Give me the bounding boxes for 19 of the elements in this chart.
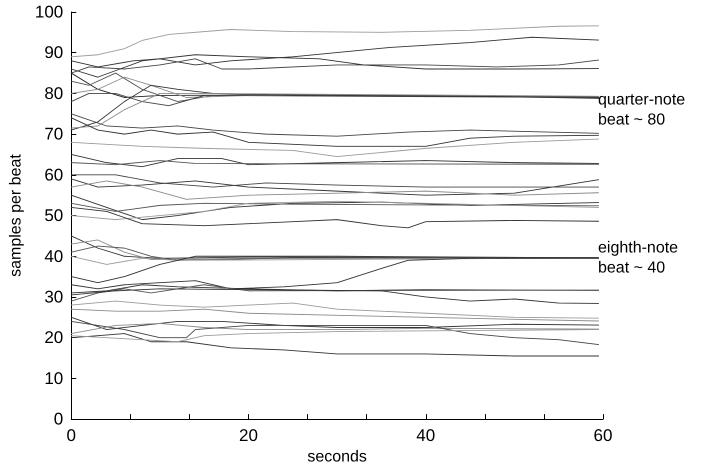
y-tick-label: 30	[44, 287, 64, 306]
y-tick-label: 0	[54, 410, 64, 429]
y-tick-label: 90	[44, 43, 64, 62]
y-tick-label: 70	[44, 124, 64, 144]
y-tick-label: 50	[44, 206, 64, 226]
x-tick-label: 0	[66, 426, 76, 446]
x-axis-title: seconds	[307, 448, 367, 466]
y-tick-label: 80	[44, 84, 64, 103]
y-tick-label: 100	[34, 2, 64, 22]
annotation: quarter-note beat ~ 80	[598, 92, 690, 128]
y-axis-title: samples per beat	[8, 154, 24, 277]
annotation: eighth-note beat ~ 40	[598, 240, 683, 276]
y-tick-label: 20	[44, 328, 64, 348]
x-tick-label: 40	[416, 426, 436, 446]
x-tick-label: 20	[239, 426, 258, 446]
y-tick-label: 60	[44, 165, 64, 184]
y-tick-label: 40	[44, 246, 64, 266]
x-tick-label: 60	[594, 426, 612, 446]
y-tick-label: 10	[44, 368, 64, 388]
